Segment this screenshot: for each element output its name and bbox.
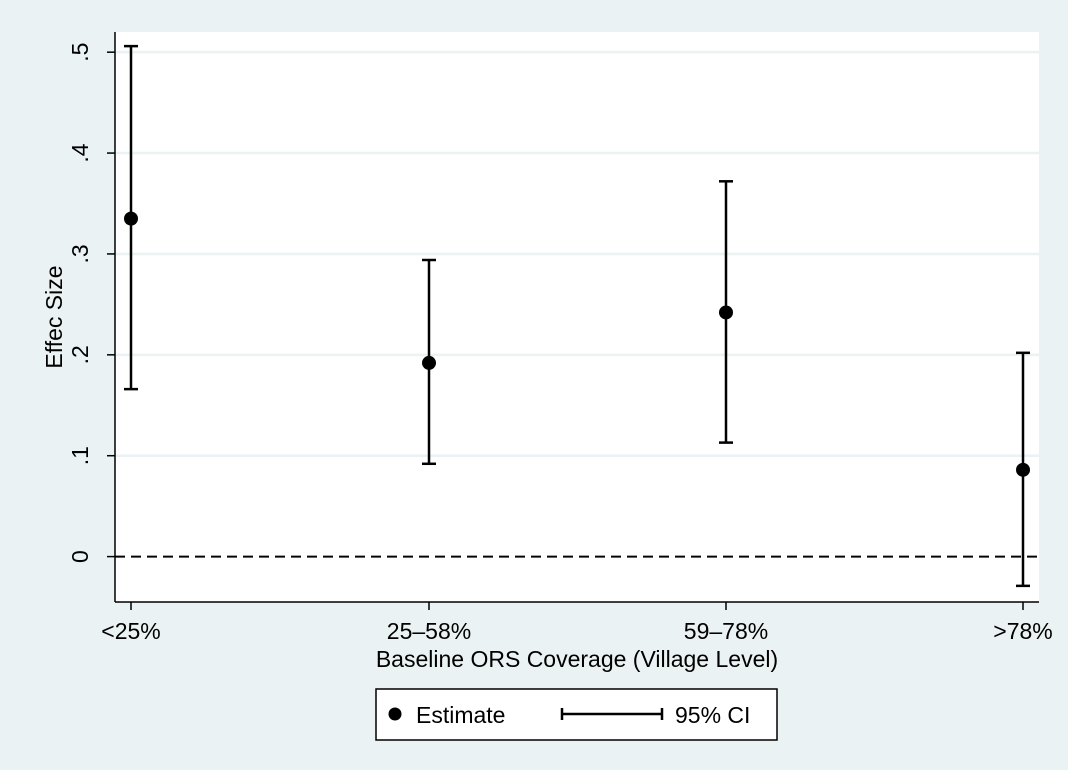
- estimate-point: [422, 355, 436, 370]
- y-axis-title: Effec Size: [41, 265, 67, 368]
- y-tick-label: .4: [67, 143, 93, 162]
- x-tick-label: <25%: [101, 618, 160, 644]
- legend-estimate-label: Estimate: [416, 702, 505, 728]
- marks-layer: [115, 44, 1039, 588]
- y-tick-label: .1: [67, 446, 93, 465]
- y-tick-label: .2: [67, 345, 93, 364]
- x-tick-label: 25–58%: [387, 618, 471, 644]
- y-tick-label: 0: [67, 550, 93, 563]
- x-tick-label: >78%: [993, 618, 1052, 644]
- axes-layer: 0 .1 .2 .3 .4 .5 <25% 25–58% 59–78% >78%: [67, 32, 1053, 644]
- legend-ci-label: 95% CI: [675, 702, 750, 728]
- legend-estimate-marker: [388, 707, 402, 721]
- y-tick-label: .5: [67, 43, 93, 62]
- x-axis-title: Baseline ORS Coverage (Village Level): [376, 646, 778, 672]
- x-tick-label: 59–78%: [684, 618, 768, 644]
- estimate-point: [719, 305, 733, 320]
- y-tick-label: .3: [67, 244, 93, 263]
- legend: Estimate 95% CI: [375, 688, 778, 741]
- plot-area: [115, 32, 1039, 602]
- estimate-point: [1016, 462, 1030, 477]
- grid-layer: [115, 50, 1039, 457]
- estimate-point: [124, 211, 138, 226]
